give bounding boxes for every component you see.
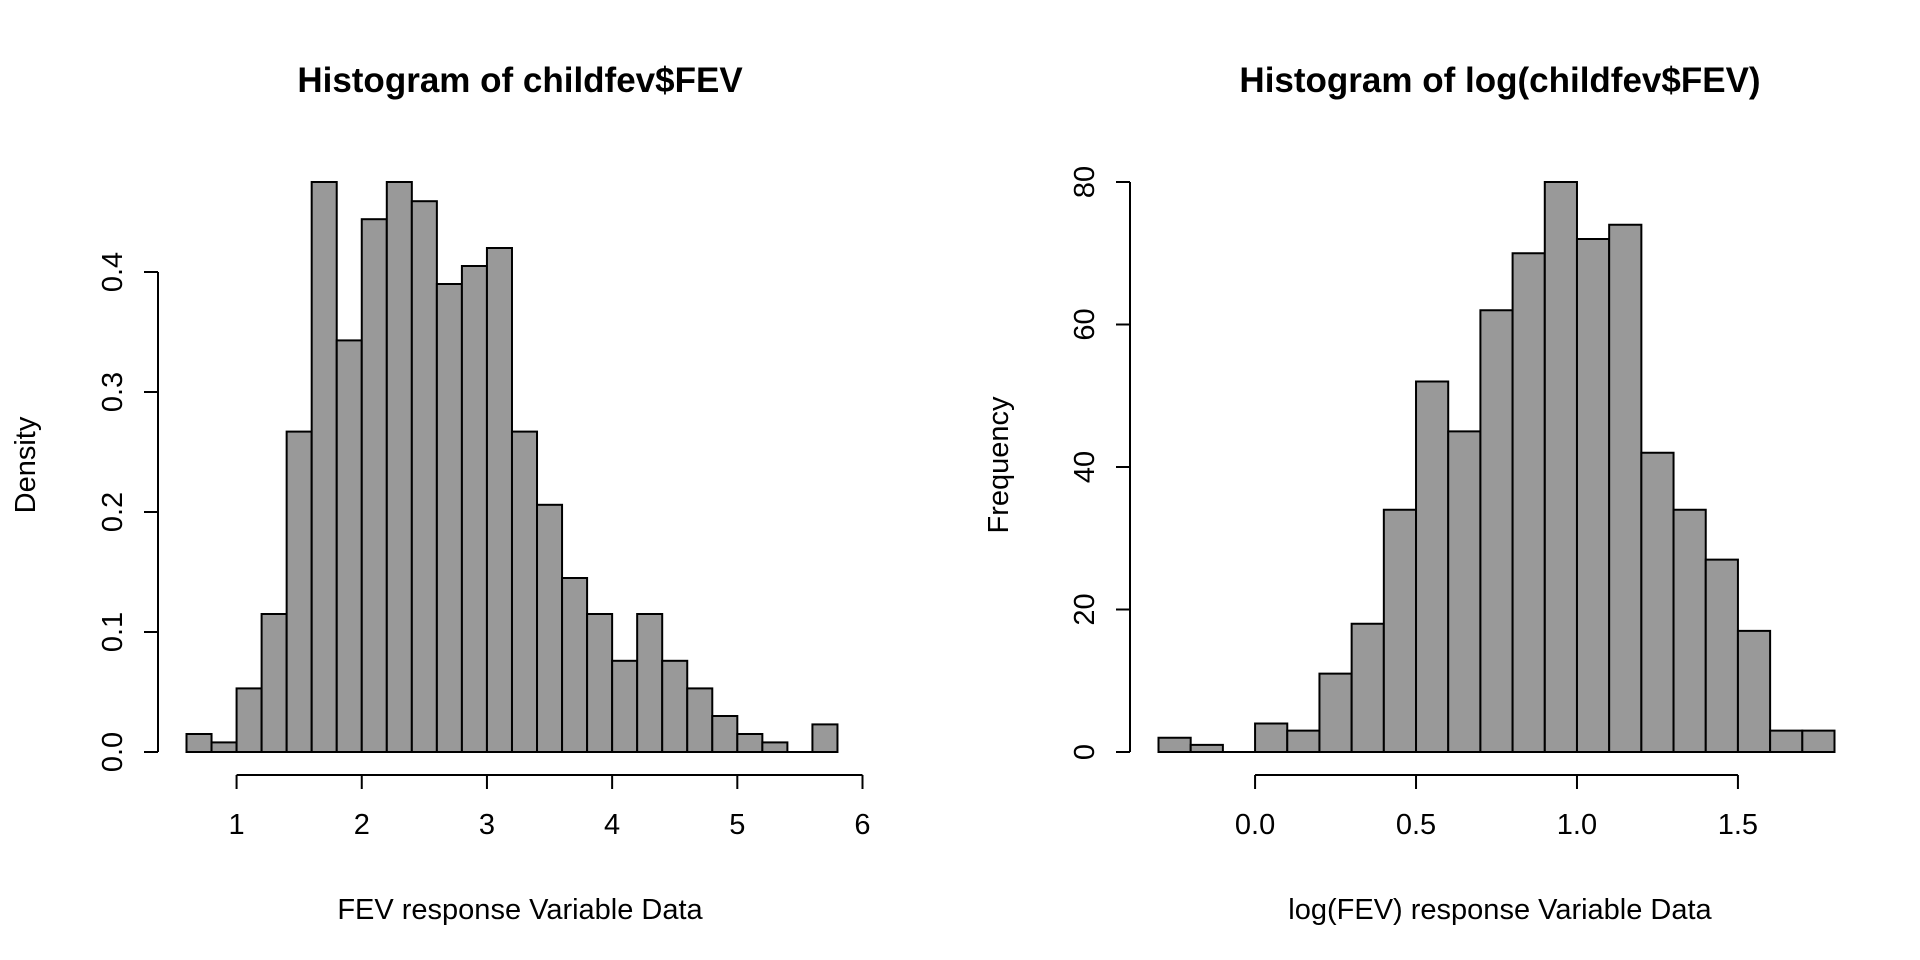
histogram-bar [686, 687, 714, 754]
histogram-bar [1543, 181, 1578, 753]
histogram-bar [485, 247, 513, 753]
histogram-bar [661, 659, 689, 753]
y-tick-label: 80 [1069, 166, 1101, 198]
histogram-bar [1254, 722, 1289, 753]
histogram-bar [1382, 508, 1418, 753]
histogram-bar [1575, 238, 1611, 753]
histogram-bar [1608, 223, 1643, 753]
y-axis: 0.0 0.1 0.2 0.3 0.4 [97, 252, 159, 772]
histogram-bar [1415, 380, 1450, 753]
y-tick-label: 40 [1069, 451, 1101, 483]
x-tick-label: 3 [479, 809, 495, 841]
histogram-bar [1286, 729, 1321, 753]
histogram-bar [1318, 672, 1353, 753]
chart-title: Histogram of childfev$FEV [297, 61, 743, 100]
x-axis: 1 2 3 4 5 6 [229, 774, 871, 841]
histogram-fev-panel: Histogram of childfev$FEV FEV response V… [10, 61, 871, 926]
histogram-bar [761, 741, 789, 754]
histogram-bar [711, 715, 739, 753]
histogram-bar [1672, 508, 1707, 753]
histogram-bar [586, 613, 614, 753]
histogram-bar [285, 430, 313, 753]
histogram-bar [611, 659, 639, 753]
bars [1157, 181, 1836, 753]
x-tick-label: 6 [854, 809, 870, 841]
y-tick-label: 0.2 [97, 492, 129, 532]
x-axis-label: log(FEV) response Variable Data [1288, 894, 1712, 926]
histogram-bar [1157, 736, 1192, 753]
histogram-bar [310, 181, 338, 753]
x-tick-label: 1.5 [1718, 809, 1758, 841]
histogram-bar [561, 577, 589, 753]
chart-title: Histogram of log(childfev$FEV) [1239, 61, 1760, 100]
x-tick-label: 0.0 [1235, 809, 1275, 841]
histogram-bar [1769, 729, 1804, 753]
histogram-bar [1801, 729, 1836, 753]
histogram-bar [1704, 558, 1739, 753]
y-tick-label: 20 [1069, 593, 1101, 625]
histogram-bar [335, 339, 363, 753]
y-tick-label: 0.3 [97, 372, 129, 412]
histogram-bar [1640, 451, 1675, 753]
x-tick-label: 0.5 [1396, 809, 1436, 841]
histogram-bar [1736, 629, 1772, 753]
x-tick-label: 4 [604, 809, 620, 841]
y-tick-label: 60 [1069, 308, 1101, 340]
y-tick-label: 0.4 [97, 252, 129, 292]
histogram-bar [811, 723, 839, 754]
histogram-bar [185, 733, 213, 753]
y-axis: 0 20 40 60 80 [1069, 166, 1131, 760]
y-axis-label: Density [10, 416, 42, 513]
histogram-log-fev-panel: Histogram of log(childfev$FEV) log(FEV) … [983, 61, 1836, 926]
histogram-bar [1511, 252, 1546, 753]
x-tick-label: 5 [729, 809, 745, 841]
y-tick-label: 0.1 [97, 612, 129, 652]
histogram-bar [235, 687, 263, 754]
histogram-bar [360, 218, 388, 753]
x-axis: 0.0 0.5 1.0 1.5 [1235, 774, 1758, 841]
histogram-bar [1189, 743, 1224, 753]
histogram-bar [636, 613, 664, 753]
x-tick-label: 1 [229, 809, 245, 841]
histogram-bar [385, 181, 413, 753]
x-tick-label: 2 [354, 809, 370, 841]
histogram-bar [736, 733, 764, 753]
y-tick-label: 0.0 [97, 732, 129, 772]
x-axis-label: FEV response Variable Data [337, 894, 703, 926]
x-tick-label: 1.0 [1557, 809, 1597, 841]
y-axis-label: Frequency [983, 396, 1015, 534]
histogram-bar [260, 613, 288, 753]
histogram-bar [410, 200, 438, 753]
histogram-bar [1447, 430, 1482, 753]
histogram-bar [460, 265, 488, 753]
histogram-bar [536, 503, 564, 753]
histogram-bar [435, 283, 463, 753]
y-tick-label: 0 [1069, 744, 1101, 760]
histogram-bar [1350, 622, 1385, 753]
histogram-bar [510, 430, 539, 753]
bars [185, 181, 839, 754]
histogram-bar [1479, 309, 1514, 753]
histogram-bar [210, 741, 238, 754]
